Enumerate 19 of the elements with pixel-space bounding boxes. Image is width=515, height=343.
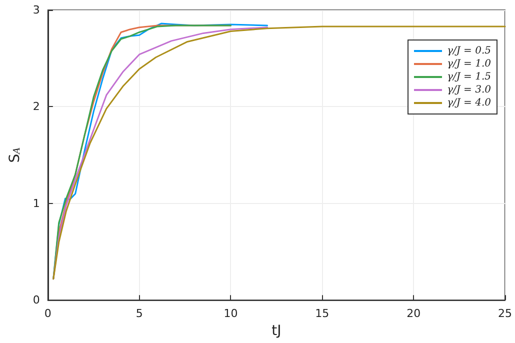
legend-label: γ/J = 4.0 — [447, 98, 492, 108]
line-series — [52, 26, 506, 280]
legend-label: γ/J = 1.5 — [447, 72, 492, 82]
y-tick-label: 1 — [32, 196, 40, 210]
x-tick-label: 5 — [136, 307, 143, 320]
x-tick-label: 0 — [44, 307, 52, 320]
line-series — [52, 24, 232, 280]
legend-label: γ/J = 0.5 — [447, 46, 492, 56]
y-tick-label: 2 — [32, 100, 40, 114]
x-tick-label: 20 — [406, 307, 421, 320]
legend-label: γ/J = 1.0 — [447, 58, 492, 70]
x-tick-label: 25 — [498, 307, 512, 320]
y-tick-label: 0 — [32, 294, 40, 307]
x-tick-label: 10 — [224, 307, 238, 320]
x-tick-label: 15 — [315, 307, 330, 320]
y-tick-label: 3 — [32, 4, 40, 16]
x-axis-title: tJ — [272, 323, 282, 339]
legend-label: γ/J = 3.0 — [447, 84, 492, 96]
y-axis-title: SA — [7, 146, 23, 163]
